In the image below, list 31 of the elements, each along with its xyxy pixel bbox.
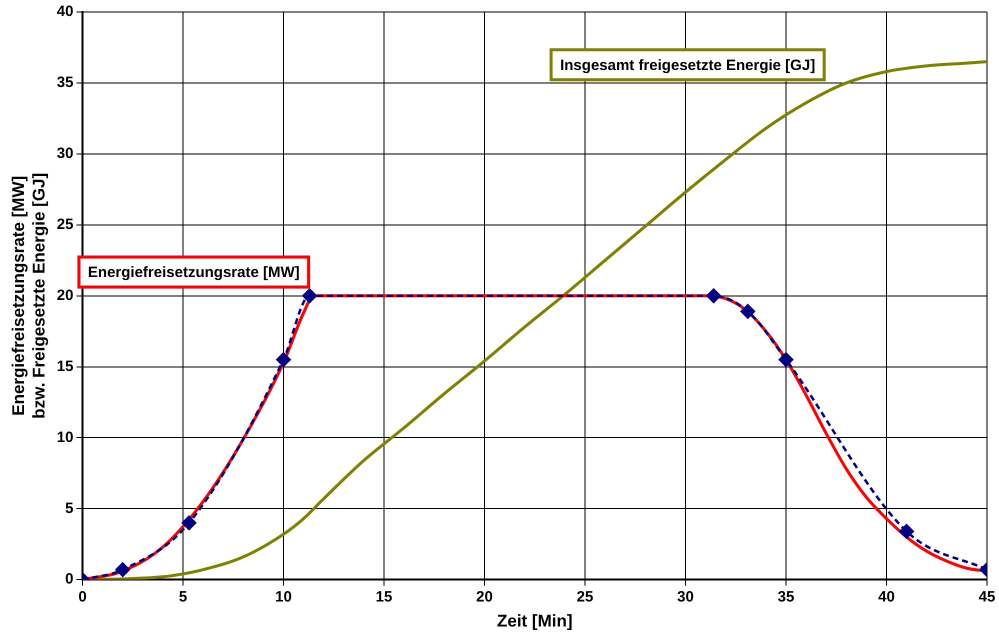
point: [740, 304, 756, 319]
point: [778, 352, 794, 367]
y-tick-label: 15: [56, 358, 74, 375]
y-tick-label: 0: [65, 570, 74, 588]
x-tick-label: 10: [275, 588, 292, 606]
y-tick-label: 5: [65, 500, 74, 517]
x-tick-label: 15: [376, 588, 392, 606]
x-tick-label: 30: [677, 588, 694, 606]
x-tick-label: 25: [576, 588, 594, 606]
x-tick-label: 45: [978, 588, 996, 606]
y-tick-label: 20: [56, 286, 74, 304]
x-tick-label: 0: [78, 588, 87, 606]
y-tick-label: 30: [56, 145, 74, 162]
point: [115, 562, 130, 577]
point: [276, 352, 291, 367]
y-tick-label: 40: [56, 3, 74, 20]
x-tick-label: 35: [778, 588, 794, 606]
series-label: Insgesamt freigesetzte Energie [GJ]: [560, 56, 816, 74]
x-tick-label: 40: [878, 588, 895, 606]
series-label: Energiefreisetzungsrate [MW]: [88, 264, 300, 282]
point: [182, 516, 196, 530]
x-tick-label: 5: [178, 588, 188, 606]
point: [302, 288, 317, 304]
y-tick-label: 10: [56, 428, 74, 446]
y-axis-title: Energiefreisetzungsrate [MW] bzw. Freigesetzte Energie [GJ]: [8, 172, 48, 419]
point: [899, 524, 914, 539]
x-axis-title: Zeit [Min]: [496, 611, 573, 630]
x-tick-label: 20: [476, 588, 493, 606]
y-tick-label: 35: [56, 74, 74, 92]
y-tick-label: 25: [56, 216, 74, 233]
point: [706, 288, 721, 304]
